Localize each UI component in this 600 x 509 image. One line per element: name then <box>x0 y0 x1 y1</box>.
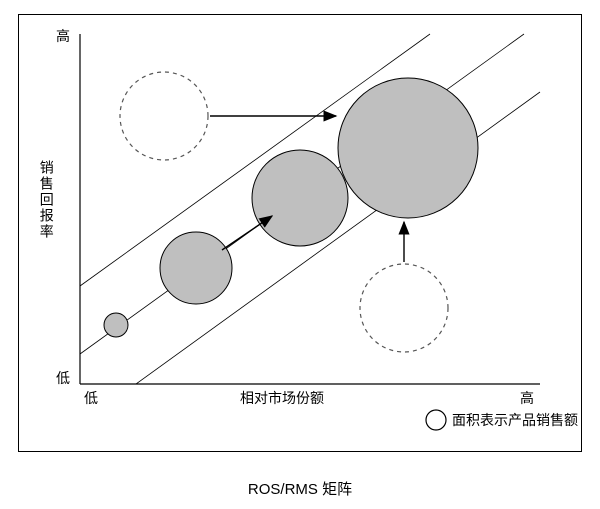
solid-bubbles <box>104 78 478 337</box>
y-axis-title: 销售回报率 <box>38 160 55 240</box>
arrow-diag <box>222 216 272 250</box>
legend-circle-icon <box>426 410 446 430</box>
x-axis-high-label: 高 <box>520 390 534 407</box>
chart-caption: ROS/RMS 矩阵 <box>0 478 600 499</box>
dashed-bubble-top <box>120 72 208 160</box>
bubble-1 <box>104 313 128 337</box>
matrix-plot <box>0 0 600 509</box>
dashed-bubble-bottom <box>360 264 448 352</box>
bubble-2 <box>160 232 232 304</box>
y-axis-low-label: 低 <box>56 370 70 387</box>
bubble-3 <box>252 150 348 246</box>
x-axis-title: 相对市场份额 <box>240 390 324 407</box>
x-axis-low-label: 低 <box>84 390 98 407</box>
bubble-4 <box>338 78 478 218</box>
legend-text: 面积表示产品销售额 <box>452 412 578 429</box>
y-axis-high-label: 高 <box>56 28 70 45</box>
